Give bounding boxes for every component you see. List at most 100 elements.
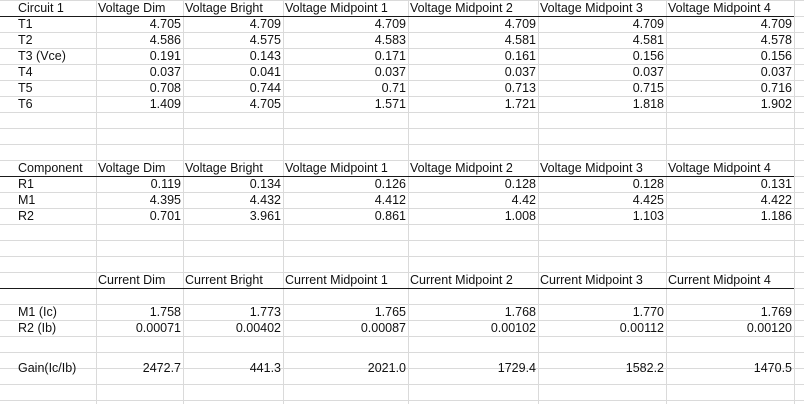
data-cell[interactable]: 4.412 [374,193,406,207]
data-cell[interactable]: 1.768 [504,305,536,319]
data-cell[interactable]: 0.701 [149,209,181,223]
header-cell[interactable]: Current Midpoint 4 [668,273,771,287]
data-cell[interactable]: 0.128 [504,177,536,191]
data-cell[interactable]: 4.709 [374,17,406,31]
data-cell[interactable]: 0.041 [249,65,281,79]
data-cell[interactable]: 4.425 [632,193,664,207]
data-cell[interactable]: 0.161 [504,49,536,63]
data-cell[interactable]: 0.131 [760,177,792,191]
data-cell[interactable]: 0.715 [632,81,664,95]
header-cell[interactable]: Voltage Midpoint 3 [540,1,643,15]
data-cell[interactable]: 4.583 [374,33,406,47]
data-cell[interactable]: 0.134 [249,177,281,191]
row-label-cell[interactable]: T6 [18,97,33,111]
header-cell[interactable]: Voltage Dim [98,161,166,175]
header-cell[interactable]: Voltage Bright [185,161,263,175]
data-cell[interactable]: 1.008 [504,209,536,223]
header-cell[interactable]: Voltage Bright [185,1,263,15]
data-cell[interactable]: 0.00112 [619,321,664,335]
gain-value-cell[interactable]: 441.3 [249,361,281,375]
gain-value-cell[interactable]: 2021.0 [367,361,406,375]
header-cell[interactable]: Circuit 1 [18,1,64,15]
data-cell[interactable]: 4.422 [760,193,792,207]
data-cell[interactable]: 4.709 [760,17,792,31]
data-cell[interactable]: 0.171 [374,49,406,63]
header-cell[interactable]: Voltage Midpoint 1 [285,161,388,175]
data-cell[interactable]: 3.961 [249,209,281,223]
data-cell[interactable]: 1.902 [760,97,792,111]
data-cell[interactable]: 1.186 [760,209,792,223]
data-cell[interactable]: 1.758 [149,305,181,319]
data-cell[interactable]: 4.578 [760,33,792,47]
data-cell[interactable]: 0.156 [760,49,792,63]
data-cell[interactable]: 0.191 [149,49,181,63]
header-cell[interactable]: Current Midpoint 2 [410,273,513,287]
header-cell[interactable]: Voltage Midpoint 4 [668,1,771,15]
data-cell[interactable]: 4.705 [249,97,281,111]
header-cell[interactable]: Component [18,161,83,175]
row-label-cell[interactable]: T5 [18,81,33,95]
data-cell[interactable]: 4.709 [504,17,536,31]
data-cell[interactable]: 1.773 [249,305,281,319]
data-cell[interactable]: 0.037 [374,65,406,79]
data-cell[interactable]: 0.708 [149,81,181,95]
row-label-cell[interactable]: T2 [18,33,33,47]
data-cell[interactable]: 1.818 [632,97,664,111]
row-label-cell[interactable]: M1 (Ic) [18,305,57,319]
data-cell[interactable]: 0.861 [374,209,406,223]
row-label-cell[interactable]: T1 [18,17,33,31]
header-cell[interactable] [16,272,96,288]
data-cell[interactable]: 4.586 [149,33,181,47]
data-cell[interactable]: 0.00071 [135,321,181,335]
data-cell[interactable]: 0.119 [150,177,181,191]
data-cell[interactable]: 0.128 [632,177,664,191]
header-cell[interactable]: Current Bright [185,273,263,287]
data-cell[interactable]: 1.721 [504,97,536,111]
header-cell[interactable]: Voltage Dim [98,1,166,15]
data-cell[interactable]: 0.00120 [746,321,792,335]
data-cell[interactable]: 0.00402 [235,321,281,335]
header-cell[interactable]: Voltage Midpoint 1 [285,1,388,15]
data-cell[interactable]: 1.571 [374,97,406,111]
header-cell[interactable]: Current Midpoint 3 [540,273,643,287]
data-cell[interactable]: 4.581 [632,33,664,47]
data-cell[interactable]: 4.709 [249,17,281,31]
gain-value-cell[interactable]: 1729.4 [497,361,536,375]
data-cell[interactable]: 1.103 [632,209,664,223]
header-cell[interactable]: Voltage Midpoint 2 [410,1,513,15]
data-cell[interactable]: 4.575 [249,33,281,47]
data-cell[interactable]: 1.770 [632,305,664,319]
data-cell[interactable]: 0.156 [632,49,664,63]
data-cell[interactable]: 0.037 [760,65,792,79]
data-cell[interactable]: 4.709 [632,17,664,31]
row-label-cell[interactable]: R2 [18,209,34,223]
row-label-cell[interactable]: T3 (Vce) [18,49,66,63]
data-cell[interactable]: 0.126 [374,177,406,191]
data-cell[interactable]: 0.00087 [360,321,406,335]
data-cell[interactable]: 1.765 [374,305,406,319]
header-cell[interactable]: Current Midpoint 1 [285,273,388,287]
data-cell[interactable]: 4.432 [249,193,281,207]
header-cell[interactable]: Voltage Midpoint 3 [540,161,643,175]
gain-value-cell[interactable]: 2472.7 [142,361,181,375]
gain-value-cell[interactable]: 1582.2 [625,361,664,375]
data-cell[interactable]: 0.744 [249,81,281,95]
header-cell[interactable]: Voltage Midpoint 4 [668,161,771,175]
data-cell[interactable]: 1.409 [149,97,181,111]
row-label-cell[interactable]: R1 [18,177,34,191]
data-cell[interactable]: 0.037 [632,65,664,79]
header-cell[interactable]: Current Dim [98,273,166,287]
data-cell[interactable]: 0.71 [381,81,406,95]
data-cell[interactable]: 0.00102 [490,321,536,335]
data-cell[interactable]: 4.581 [504,33,536,47]
row-label-cell[interactable]: M1 [18,193,36,207]
data-cell[interactable]: 0.037 [504,65,536,79]
gain-value-cell[interactable]: 1470.5 [753,361,792,375]
data-cell[interactable]: 4.705 [149,17,181,31]
data-cell[interactable]: 0.713 [504,81,536,95]
data-cell[interactable]: 4.42 [511,193,536,207]
row-label-cell[interactable]: T4 [18,65,33,79]
data-cell[interactable]: 1.769 [760,305,792,319]
data-cell[interactable]: 4.395 [149,193,181,207]
